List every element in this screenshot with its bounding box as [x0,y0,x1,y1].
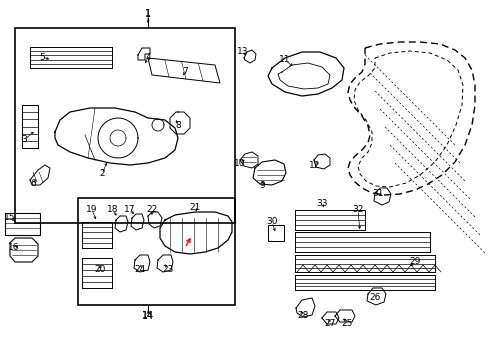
Text: 14: 14 [142,311,154,321]
Text: 15: 15 [4,213,16,222]
Text: 28: 28 [297,311,308,320]
Text: 5: 5 [39,53,45,62]
Text: 12: 12 [309,161,320,170]
Text: 3: 3 [21,135,27,144]
Text: 26: 26 [368,293,380,302]
Text: 10: 10 [234,158,245,167]
Text: 17: 17 [124,206,136,215]
Text: 8: 8 [175,121,181,130]
Text: 18: 18 [107,206,119,215]
Text: 19: 19 [86,206,98,215]
Text: 33: 33 [316,198,327,207]
Text: 1: 1 [144,9,151,19]
Bar [78,198,235,305]
Text: 4: 4 [145,53,150,62]
Text: 23: 23 [162,265,173,274]
Text: 31: 31 [371,189,383,198]
Text: 6: 6 [30,179,36,188]
Text: 30: 30 [265,217,277,226]
Text: 24: 24 [134,265,145,274]
Text: 11: 11 [279,55,290,64]
Text: 22: 22 [146,206,157,215]
Text: 32: 32 [351,206,363,215]
Text: 13: 13 [237,46,248,55]
Bar [15,28,235,223]
Bar [267,225,284,241]
Text: 7: 7 [182,68,187,77]
Text: 25: 25 [341,319,352,328]
Bar [5,213,40,235]
Text: 20: 20 [94,265,105,274]
Text: 21: 21 [189,202,200,211]
Text: 1: 1 [145,9,151,18]
Text: 16: 16 [8,243,20,252]
Text: 9: 9 [259,181,264,190]
Text: 2: 2 [99,170,104,179]
Text: 14: 14 [142,310,153,320]
Text: 29: 29 [408,257,420,266]
Text: 27: 27 [324,319,335,328]
